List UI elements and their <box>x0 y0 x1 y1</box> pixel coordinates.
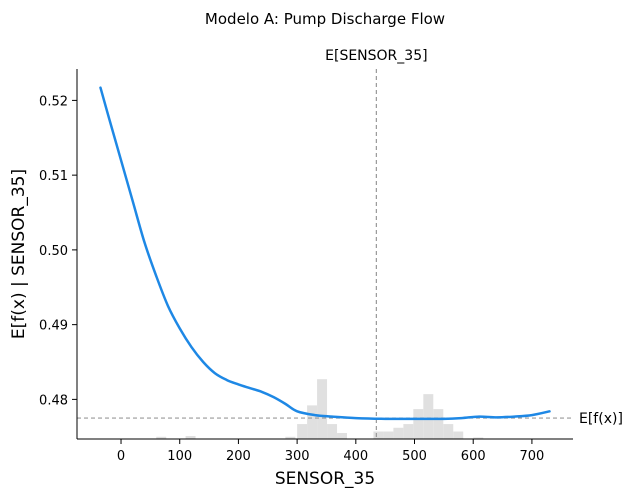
expected-x-label: E[SENSOR_35] <box>325 48 427 64</box>
hist-bar-13 <box>423 394 434 439</box>
hist-bar-8 <box>373 431 384 439</box>
hist-bar-12 <box>413 409 424 439</box>
y-axis-label: E[f(x) | SENSOR_35] <box>9 169 29 339</box>
hist-bar-1 <box>185 436 196 439</box>
hist-bar-2 <box>285 436 296 439</box>
x-tick-label-0: 0 <box>117 449 125 464</box>
hist-bar-0 <box>156 436 167 439</box>
hist-bar-4 <box>307 405 318 439</box>
hist-bar-15 <box>443 424 454 439</box>
y-tick-label-1: 0.49 <box>39 319 68 334</box>
x-tick-label-4: 400 <box>343 449 368 464</box>
hist-bar-17 <box>473 437 484 439</box>
y-tick-label-0: 0.48 <box>39 393 68 408</box>
x-tick-label-7: 700 <box>519 449 544 464</box>
x-axis-label: SENSOR_35 <box>275 469 375 489</box>
hist-bar-11 <box>403 424 414 439</box>
x-tick-label-1: 100 <box>167 449 192 464</box>
x-tick-label-3: 300 <box>285 449 310 464</box>
hist-bar-14 <box>433 409 444 439</box>
y-tick-label-3: 0.51 <box>39 169 68 184</box>
expected-y-label: E[f(x)] <box>579 411 623 427</box>
x-tick-label-2: 200 <box>226 449 251 464</box>
hist-bar-5 <box>317 379 328 439</box>
hist-bar-7 <box>337 433 348 439</box>
y-tick-label-2: 0.50 <box>39 244 68 259</box>
hist-bar-3 <box>297 424 308 439</box>
x-tick-label-6: 600 <box>461 449 486 464</box>
y-tick-label-4: 0.52 <box>39 94 68 109</box>
histogram-bars <box>156 379 484 439</box>
hist-bar-10 <box>393 427 404 439</box>
hist-bar-6 <box>327 424 338 439</box>
series-line <box>99 86 551 421</box>
hist-bar-16 <box>453 431 464 439</box>
hist-bar-9 <box>383 431 394 439</box>
x-tick-label-5: 500 <box>402 449 427 464</box>
chart-title: Modelo A: Pump Discharge Flow <box>205 10 445 28</box>
x-ticks: 0 100 200 300 400 500 600 700 <box>117 439 544 464</box>
y-ticks: 0.48 0.49 0.50 0.51 0.52 <box>39 94 77 408</box>
